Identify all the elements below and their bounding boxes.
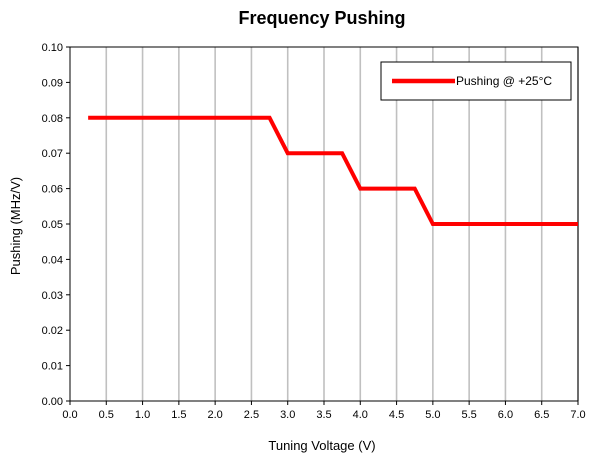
y-tick-label: 0.07 [42,148,63,160]
y-tick-label: 0.10 [42,42,63,54]
y-axis-label: Pushing (MHz/V) [8,177,23,275]
y-tick-label: 0.02 [42,325,63,337]
x-tick-label: 6.0 [498,409,513,421]
y-tick-label: 0.00 [42,396,63,408]
y-tick-label: 0.03 [42,290,63,302]
legend: Pushing @ +25°C [380,61,572,101]
y-tick-label: 0.06 [42,184,63,196]
x-tick-label: 4.5 [389,409,404,421]
x-tick-label: 3.0 [280,409,295,421]
chart-title: Frequency Pushing [238,8,405,28]
series-line [88,115,578,226]
tick-labels: 0.0 0.5 1.0 1.5 2.0 2.5 3.0 3.5 4.0 4.5 5.0 5.5 6.0 6… [42,42,586,421]
x-tick-label: 0.0 [62,409,77,421]
legend-entry: Pushing @ +25°C [456,74,552,88]
y-tick-label: 0.01 [42,361,63,373]
x-tick-label: 4.0 [353,409,368,421]
x-tick-label: 0.5 [99,409,114,421]
x-axis-label: Tuning Voltage (V) [268,438,375,453]
y-tick-label: 0.04 [42,254,63,266]
y-tick-label: 0.08 [42,113,63,125]
x-tick-label: 2.5 [244,409,259,421]
x-tick-label: 7.0 [570,409,585,421]
x-tick-label: 3.5 [316,409,331,421]
y-tick-label: 0.09 [42,77,63,89]
x-tick-label: 1.0 [135,409,150,421]
x-tick-label: 5.5 [461,409,476,421]
x-tick-label: 2.0 [207,409,222,421]
x-tick-label: 6.5 [534,409,549,421]
x-tick-label: 5.0 [425,409,440,421]
series-group [88,115,578,226]
y-tick-label: 0.05 [42,219,63,231]
x-tick-label: 1.5 [171,409,186,421]
